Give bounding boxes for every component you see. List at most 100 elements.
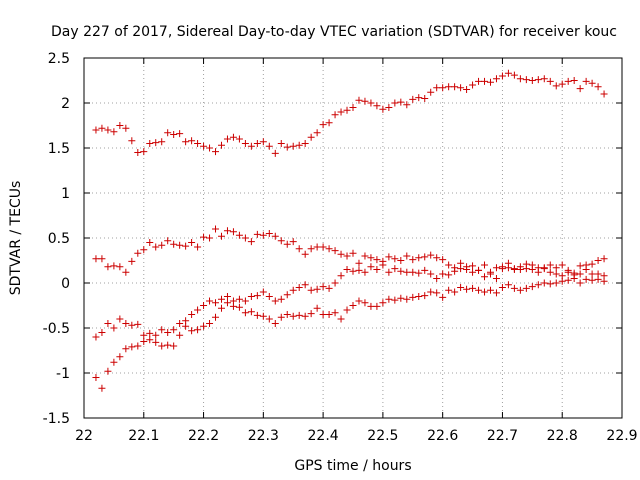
data-point — [313, 304, 321, 312]
data-point — [504, 264, 512, 272]
data-point — [558, 277, 566, 285]
data-point — [379, 105, 387, 113]
data-point — [361, 268, 369, 276]
data-point — [427, 88, 435, 96]
data-point — [516, 286, 524, 294]
data-point — [582, 275, 590, 283]
data-point — [128, 137, 136, 145]
data-point — [229, 302, 237, 310]
data-point — [152, 243, 160, 251]
data-point — [271, 320, 279, 327]
data-point — [271, 297, 279, 305]
data-point — [433, 84, 441, 92]
data-point — [343, 252, 351, 260]
data-point — [301, 250, 309, 258]
data-point — [212, 148, 220, 156]
data-point — [116, 315, 124, 323]
data-point — [421, 266, 429, 274]
data-point — [373, 266, 381, 273]
data-point — [421, 292, 429, 300]
data-point — [492, 289, 500, 297]
data-point — [98, 384, 106, 392]
data-point — [241, 234, 249, 242]
data-point — [361, 97, 369, 105]
data-point — [492, 264, 500, 272]
data-point — [259, 138, 267, 146]
data-point — [576, 270, 584, 278]
data-point — [337, 250, 345, 258]
data-point — [325, 119, 333, 127]
x-axis-label: GPS time / hours — [294, 458, 411, 474]
x-tick-label: 22.8 — [547, 428, 578, 444]
data-point — [397, 98, 405, 106]
data-point — [116, 263, 124, 271]
data-point — [283, 291, 291, 299]
data-point — [158, 326, 166, 334]
data-point — [140, 148, 148, 156]
data-point — [194, 243, 202, 251]
data-point — [594, 83, 602, 91]
data-point — [247, 293, 255, 300]
data-point — [361, 299, 369, 307]
data-point — [463, 86, 471, 93]
data-point — [463, 285, 471, 293]
data-point — [510, 266, 518, 273]
data-point — [361, 252, 369, 260]
data-point — [229, 228, 237, 236]
data-point — [295, 284, 303, 291]
data-point — [540, 75, 548, 83]
data-point — [325, 311, 333, 318]
data-point — [540, 264, 548, 272]
data-point — [445, 83, 453, 91]
data-point — [373, 102, 381, 110]
data-point — [558, 80, 566, 88]
data-point — [481, 77, 489, 85]
data-point — [158, 138, 166, 146]
x-axis-ticks: 22 22.1 22.2 22.3 22.4 22.5 22.6 22.7 22.8 22.9 — [75, 58, 638, 444]
data-point — [319, 311, 327, 318]
grid — [84, 58, 622, 418]
data-point — [194, 140, 202, 147]
data-point — [409, 256, 417, 264]
data-point — [439, 256, 447, 264]
data-point — [122, 320, 130, 327]
data-point — [194, 326, 202, 334]
data-point — [337, 315, 345, 323]
data-point — [457, 84, 465, 92]
data-point — [385, 295, 393, 303]
data-point — [277, 295, 285, 303]
data-point — [510, 284, 518, 292]
data-point — [504, 281, 512, 289]
data-point — [409, 95, 417, 103]
data-point — [164, 329, 172, 336]
y-tick-label: 0.5 — [48, 231, 70, 247]
data-point — [469, 268, 477, 276]
data-point — [122, 268, 130, 276]
data-point — [498, 72, 506, 80]
data-point — [570, 275, 578, 282]
x-tick-label: 22.1 — [128, 428, 159, 444]
data-point — [122, 124, 130, 132]
data-point — [463, 266, 471, 273]
data-point — [188, 311, 196, 318]
data-point — [409, 293, 417, 301]
data-point — [349, 302, 357, 309]
data-point — [564, 77, 572, 85]
x-tick-label: 22 — [75, 428, 93, 444]
data-point — [104, 263, 112, 271]
data-point — [188, 239, 196, 246]
data-point — [469, 262, 477, 270]
data-point — [397, 257, 405, 264]
data-point — [241, 297, 249, 305]
data-point — [253, 230, 261, 238]
data-point — [552, 264, 560, 272]
data-point — [140, 246, 148, 254]
data-point — [182, 322, 190, 330]
data-point — [223, 227, 231, 235]
data-point — [307, 286, 315, 294]
series-bottom — [92, 275, 608, 392]
data-point — [98, 329, 106, 336]
data-point — [265, 142, 273, 150]
data-point — [235, 303, 243, 311]
data-point — [552, 82, 560, 90]
